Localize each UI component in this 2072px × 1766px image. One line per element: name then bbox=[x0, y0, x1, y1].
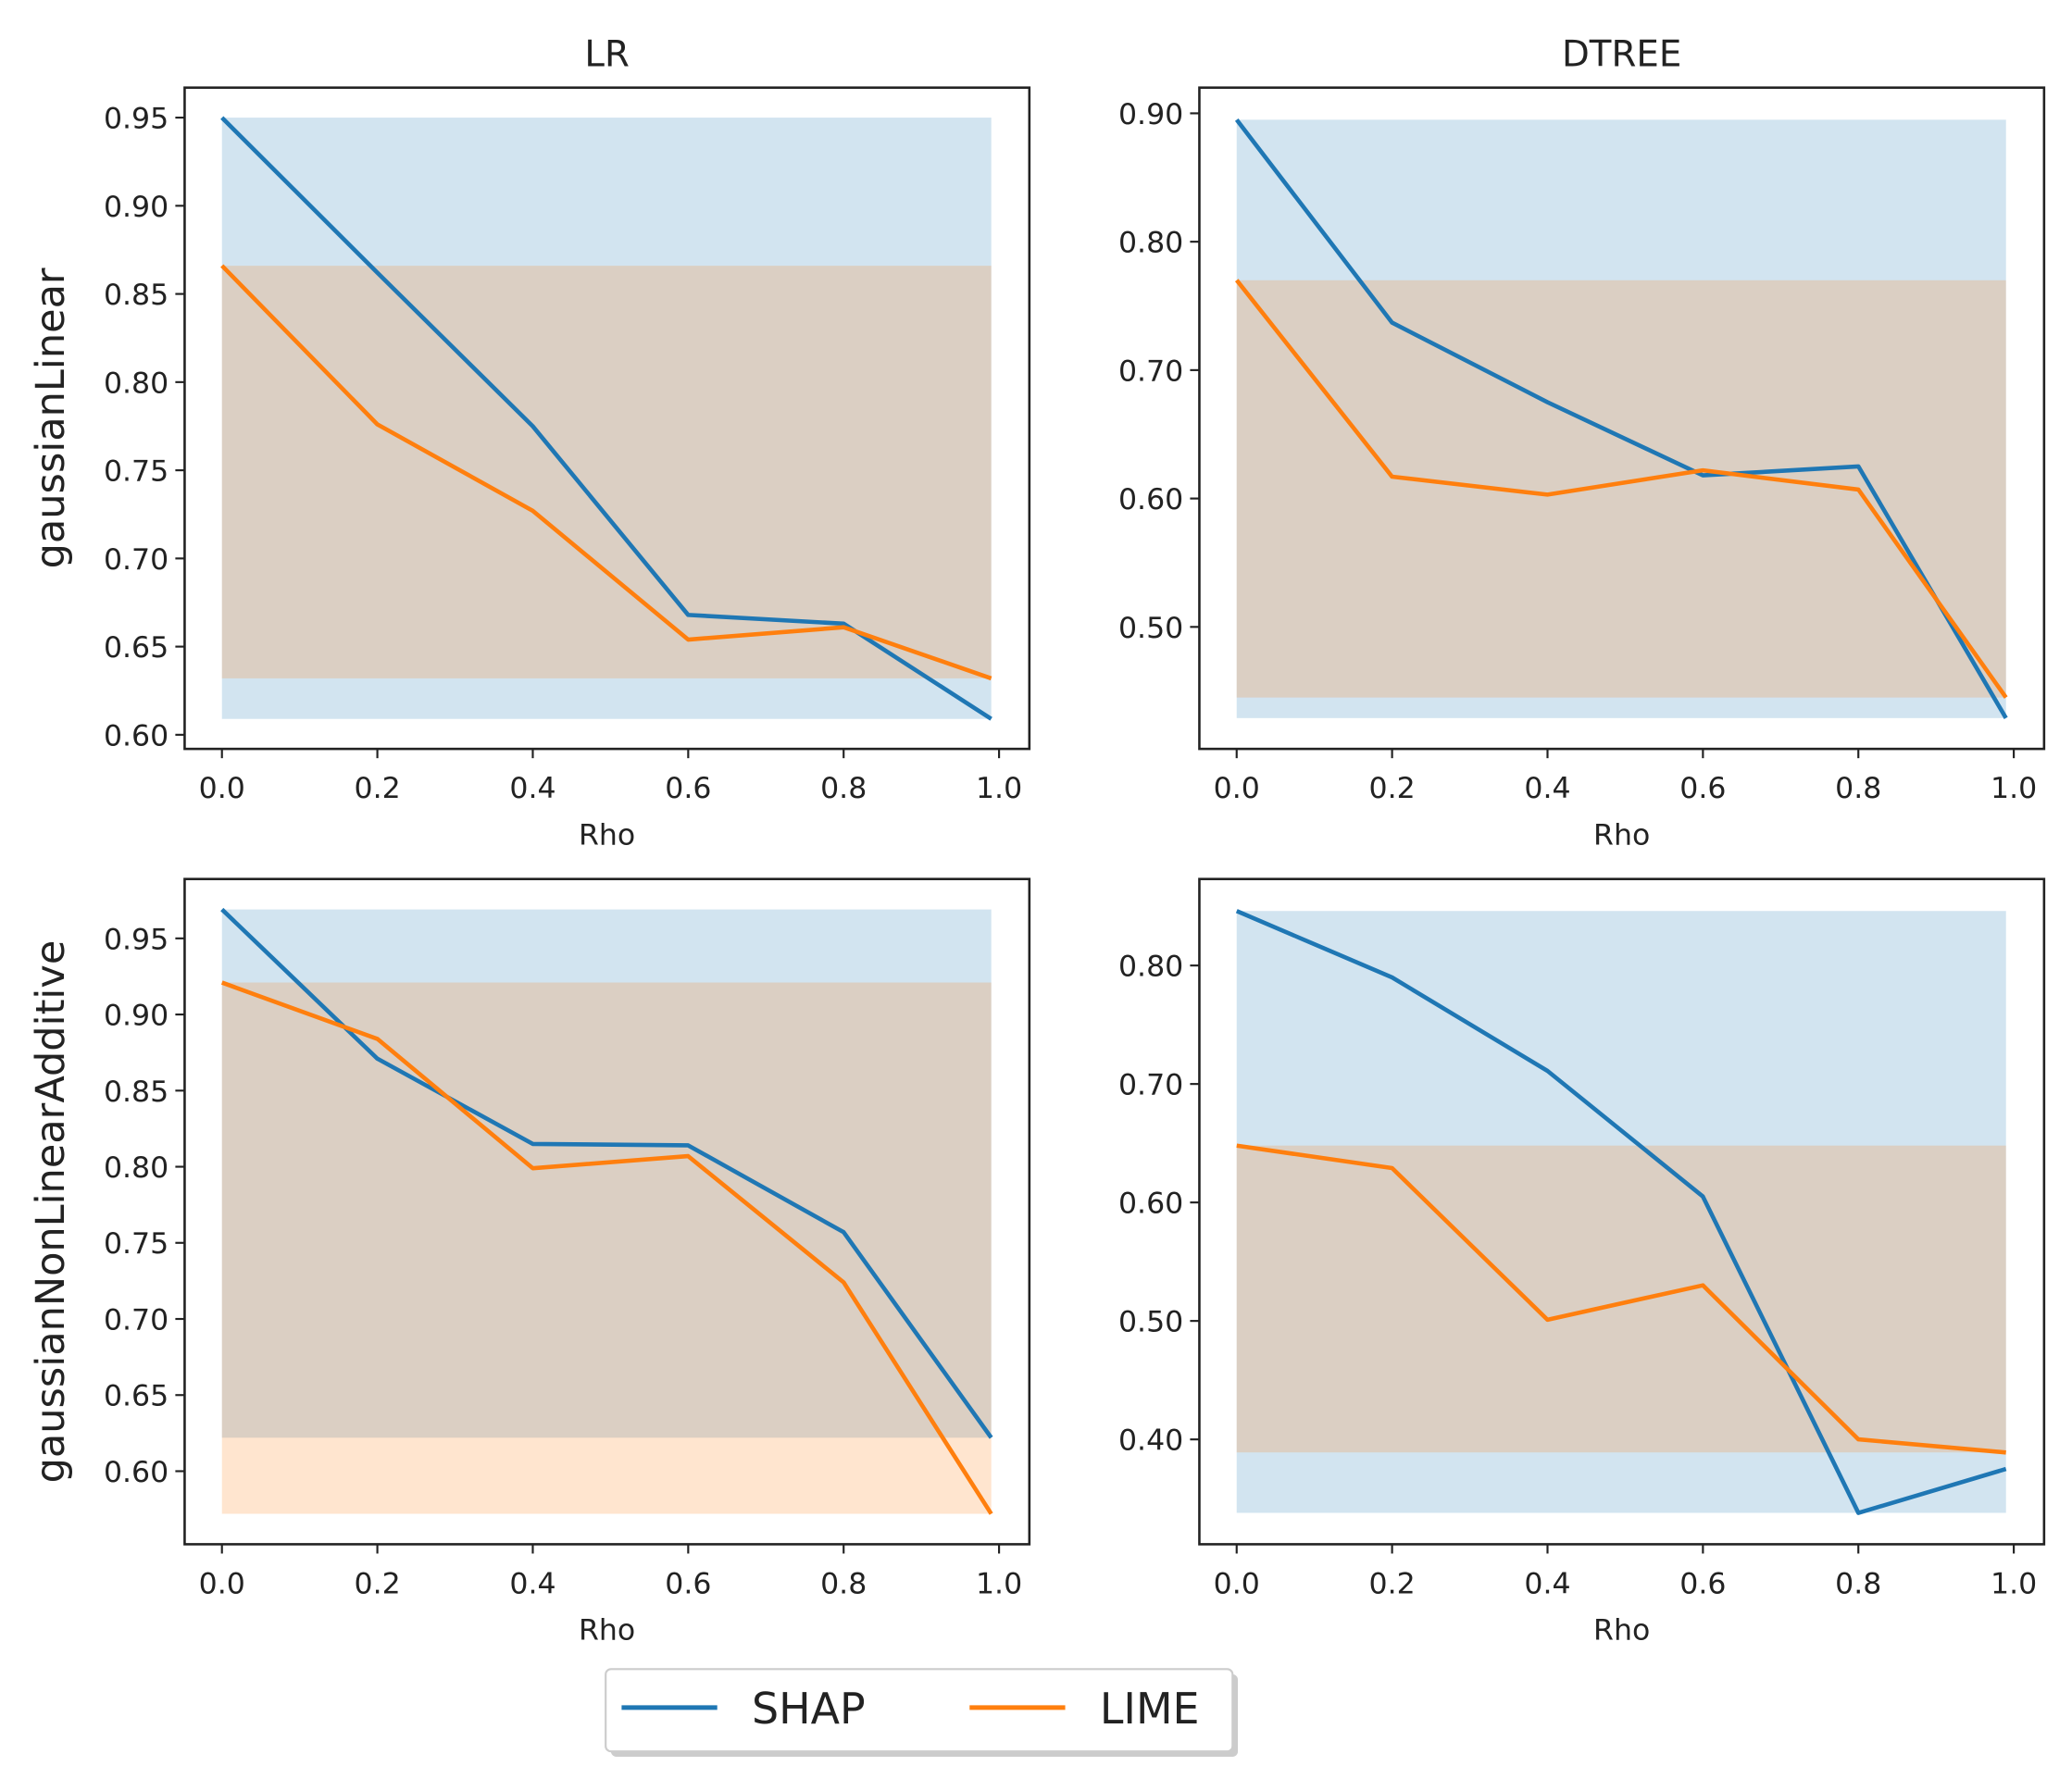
x-tick-label: 0.6 bbox=[665, 772, 711, 805]
y-tick-label: 0.70 bbox=[1118, 1069, 1183, 1102]
legend-label: SHAP bbox=[752, 1684, 866, 1734]
line-shap bbox=[1234, 118, 2008, 719]
x-tick-label: 0.0 bbox=[1214, 772, 1260, 805]
x-tick-label: 0.2 bbox=[1369, 772, 1416, 805]
x-tick-label: 0.0 bbox=[1214, 1568, 1260, 1601]
x-axis-label: Rho bbox=[1593, 1614, 1650, 1648]
x-tick-label: 0.4 bbox=[509, 772, 555, 805]
band-lime bbox=[1236, 1145, 2006, 1453]
band-lime bbox=[221, 982, 992, 1514]
y-tick-label: 0.85 bbox=[104, 279, 169, 312]
legend: SHAP LIME bbox=[605, 1668, 1239, 1757]
y-tick-label: 0.60 bbox=[104, 719, 169, 752]
line-lime bbox=[1236, 1143, 2006, 1455]
y-tick-label: 0.90 bbox=[104, 191, 169, 224]
x-tick-label: 1.0 bbox=[1991, 772, 2037, 805]
y-tick-label: 0.75 bbox=[104, 455, 169, 489]
y-tick-label: 0.80 bbox=[104, 1151, 169, 1185]
line-shap bbox=[220, 116, 992, 721]
x-tick-label: 0.8 bbox=[820, 1568, 867, 1601]
band-shap bbox=[1236, 911, 2006, 1513]
subplot-1: 0.0 0.2 0.4 0.6 0.8 1.0 0.60 0.65 0.70 0.75 0.80 0.… bbox=[28, 34, 1031, 852]
y-tick-label: 0.80 bbox=[1118, 951, 1183, 984]
band-shap bbox=[1236, 119, 2006, 718]
legend-item-shap: SHAP bbox=[621, 1684, 866, 1734]
x-tick-label: 0.2 bbox=[355, 1568, 401, 1601]
x-tick-label: 0.0 bbox=[199, 772, 245, 805]
legend-box bbox=[605, 1668, 1234, 1753]
y-tick-label: 0.60 bbox=[1118, 1188, 1183, 1221]
line-shap bbox=[220, 907, 993, 1439]
y-tick-label: 0.95 bbox=[104, 923, 169, 956]
legend-item-lime: LIME bbox=[969, 1684, 1200, 1734]
y-tick-label: 0.60 bbox=[1118, 483, 1183, 516]
legend-label: LIME bbox=[1100, 1684, 1200, 1734]
line-lime bbox=[220, 264, 992, 681]
y-tick-label: 0.50 bbox=[1118, 612, 1183, 645]
x-axis-label: Rho bbox=[579, 1614, 635, 1648]
x-tick-label: 0.4 bbox=[1524, 1568, 1570, 1601]
line-lime bbox=[1234, 279, 2008, 699]
subplot-4: 0.0 0.2 0.4 0.6 0.8 1.0 0.40 0.50 0.60 0.70 0.80 Rh… bbox=[1118, 877, 2046, 1648]
x-tick-label: 0.8 bbox=[820, 772, 867, 805]
x-tick-label: 0.6 bbox=[1679, 1568, 1726, 1601]
subplot-title: LR bbox=[584, 34, 629, 76]
x-tick-label: 0.0 bbox=[199, 1568, 245, 1601]
y-tick-label: 0.80 bbox=[1118, 227, 1183, 260]
axes-frame bbox=[1198, 86, 2046, 751]
subplot-title: DTREE bbox=[1562, 34, 1681, 76]
x-tick-label: 0.8 bbox=[1835, 772, 1881, 805]
axes-frame bbox=[1198, 877, 2046, 1546]
line-shap bbox=[1235, 909, 2007, 1515]
y-tick-label: 0.70 bbox=[104, 543, 169, 577]
y-tick-label: 0.65 bbox=[104, 1380, 169, 1413]
band-shap bbox=[221, 118, 992, 719]
axes-frame bbox=[183, 877, 1031, 1546]
y-tick-label: 0.50 bbox=[1118, 1306, 1183, 1339]
y-tick-label: 0.75 bbox=[104, 1227, 169, 1261]
y-tick-label: 0.95 bbox=[104, 103, 169, 136]
band-shap bbox=[221, 909, 992, 1438]
y-axis-label: gaussianLinear bbox=[28, 267, 74, 568]
x-tick-label: 0.6 bbox=[665, 1568, 711, 1601]
x-tick-label: 0.8 bbox=[1835, 1568, 1881, 1601]
x-tick-label: 0.2 bbox=[355, 772, 401, 805]
x-tick-label: 0.4 bbox=[1524, 772, 1570, 805]
x-axis-label: Rho bbox=[1593, 818, 1650, 852]
y-tick-label: 0.90 bbox=[1118, 98, 1183, 131]
y-tick-label: 0.40 bbox=[1118, 1424, 1183, 1458]
band-lime bbox=[221, 266, 992, 678]
line-lime bbox=[220, 980, 993, 1515]
x-tick-label: 1.0 bbox=[976, 1568, 1022, 1601]
x-tick-label: 1.0 bbox=[976, 772, 1022, 805]
y-tick-label: 0.90 bbox=[104, 1000, 169, 1033]
subplot-2: 0.0 0.2 0.4 0.6 0.8 1.0 0.50 0.60 0.70 0.80 0.90 Rh… bbox=[1118, 34, 2046, 852]
band-lime bbox=[1236, 280, 2006, 698]
x-tick-label: 0.4 bbox=[509, 1568, 555, 1601]
x-tick-label: 0.2 bbox=[1369, 1568, 1416, 1601]
axes-frame bbox=[183, 86, 1031, 751]
subplot-3: 0.0 0.2 0.4 0.6 0.8 1.0 0.60 0.65 0.70 0.75 0.80 0.… bbox=[28, 877, 1031, 1648]
x-tick-label: 0.6 bbox=[1679, 772, 1726, 805]
y-tick-label: 0.65 bbox=[104, 631, 169, 665]
y-tick-label: 0.70 bbox=[104, 1303, 169, 1337]
y-tick-label: 0.70 bbox=[1118, 354, 1183, 388]
x-tick-label: 1.0 bbox=[1991, 1568, 2037, 1601]
y-axis-label: gaussianNonLinearAdditive bbox=[28, 940, 74, 1484]
y-tick-label: 0.85 bbox=[104, 1076, 169, 1109]
y-tick-label: 0.80 bbox=[104, 367, 169, 400]
y-tick-label: 0.60 bbox=[104, 1456, 169, 1489]
x-axis-label: Rho bbox=[579, 818, 635, 852]
